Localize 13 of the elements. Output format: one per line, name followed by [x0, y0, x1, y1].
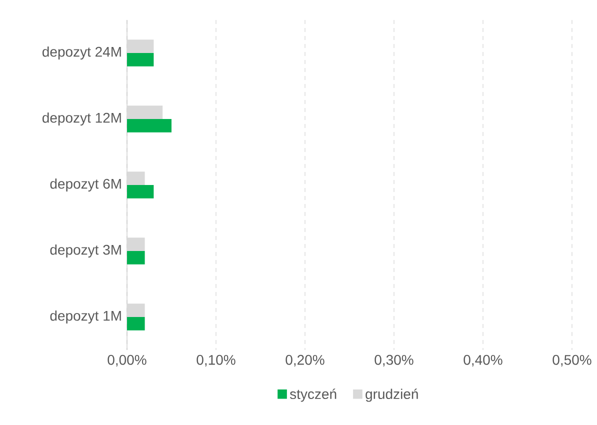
y-tick-label: depozyt 6M [50, 178, 121, 192]
y-tick-label: depozyt 1M [50, 310, 121, 324]
y-tick-label: depozyt 24M [42, 46, 121, 60]
x-tick-label: 0,30% [374, 354, 414, 366]
x-tick-label: 0,50% [552, 354, 592, 366]
legend-label: grudzień [366, 388, 418, 402]
x-tick-label: 0,10% [196, 354, 236, 366]
x-tick-label: 0,00% [108, 354, 146, 366]
y-tick-label: depozyt 3M [50, 244, 121, 258]
x-tick-label: 0,20% [286, 354, 324, 366]
x-tick-label: 0,40% [464, 354, 502, 366]
y-tick-label: depozyt 12M [42, 112, 121, 126]
legend-label: styczeń [290, 388, 336, 402]
